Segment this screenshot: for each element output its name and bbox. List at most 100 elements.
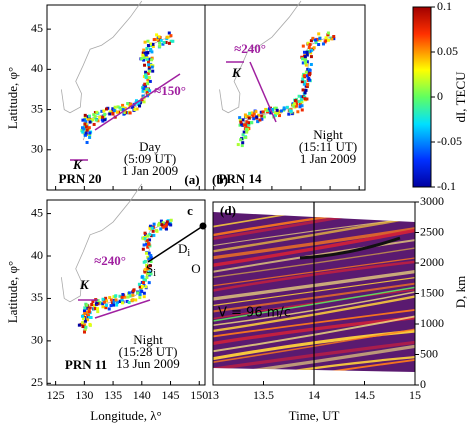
- x-tick-label: 13.5: [253, 388, 274, 402]
- tec-dot: [304, 88, 308, 92]
- tec-dot: [169, 34, 173, 38]
- tec-dot: [171, 39, 175, 43]
- tec-dot: [146, 60, 150, 64]
- tec-dot: [314, 41, 318, 45]
- tec-dot: [302, 50, 306, 54]
- tec-dot: [241, 133, 245, 137]
- tec-dot: [146, 255, 150, 259]
- colorbar: [412, 6, 432, 188]
- tec-dot: [77, 323, 81, 327]
- tec-dot: [167, 222, 171, 226]
- tec-dot: [165, 220, 169, 224]
- tec-dot: [285, 105, 289, 109]
- y-axis-label: Latitude, φ°: [5, 67, 20, 130]
- tec-dot: [309, 39, 313, 43]
- y-tick-label: 35: [31, 101, 43, 115]
- tec-dot: [300, 104, 304, 108]
- tec-dot: [83, 319, 87, 323]
- tec-dot: [135, 107, 139, 111]
- tec-dot: [243, 113, 247, 117]
- time-text: Night: [133, 332, 163, 347]
- tec-dot: [165, 35, 169, 39]
- tec-dot: [261, 110, 265, 114]
- tec-dot: [92, 122, 96, 126]
- tec-dot: [120, 295, 124, 299]
- tec-dot: [88, 135, 92, 139]
- tec-dot: [134, 298, 138, 302]
- tec-dot: [300, 100, 304, 104]
- tec-dot: [104, 306, 108, 310]
- tec-dot: [148, 224, 152, 228]
- tec-dot: [150, 50, 154, 54]
- tec-dot: [82, 330, 86, 334]
- y-tick-label: 2500: [420, 224, 444, 238]
- tec-dot: [96, 119, 100, 123]
- tec-dot: [143, 63, 147, 67]
- tec-dot: [301, 88, 305, 92]
- tec-dot: [146, 79, 150, 83]
- tec-dot: [148, 270, 152, 274]
- tec-dot: [145, 275, 149, 279]
- tec-dot: [269, 111, 273, 115]
- tec-dot: [81, 130, 85, 134]
- tec-dot: [108, 110, 112, 114]
- map-land: [60, 183, 173, 334]
- tec-dot: [145, 89, 149, 93]
- tec-dot: [102, 109, 106, 113]
- tec-dot: [330, 37, 334, 41]
- tec-dot: [96, 310, 100, 314]
- tec-dot: [83, 323, 87, 327]
- dark-feature: [299, 236, 401, 260]
- tec-dot: [257, 113, 261, 117]
- tec-dot: [86, 313, 90, 317]
- tec-dot: [155, 33, 159, 37]
- tec-dot: [250, 111, 254, 115]
- tec-dot: [125, 299, 129, 303]
- tec-dot: [142, 100, 146, 104]
- prn-label: PRN 20: [59, 171, 102, 186]
- tec-dot: [100, 118, 104, 122]
- tec-dot: [155, 229, 159, 233]
- tec-dot: [101, 297, 105, 301]
- tec-dot: [297, 94, 301, 98]
- tec-dot: [145, 56, 149, 60]
- tec-dot: [131, 298, 135, 302]
- tec-dot: [145, 263, 149, 267]
- tec-dot: [141, 51, 145, 55]
- tec-dot: [146, 39, 150, 43]
- tec-dot: [240, 144, 244, 148]
- tec-dot: [138, 292, 142, 296]
- tec-dot: [303, 97, 307, 101]
- tec-dot: [146, 267, 150, 271]
- tec-dot: [293, 102, 297, 106]
- tec-dot: [84, 120, 88, 124]
- tec-dot: [88, 133, 92, 137]
- x-tick-label: 13: [207, 388, 219, 402]
- tec-dot: [83, 113, 87, 117]
- tec-dot: [145, 238, 149, 242]
- tec-dot: [143, 40, 147, 44]
- colorbar-tick-label: 0.1: [437, 0, 452, 13]
- tec-dot: [137, 282, 141, 286]
- tec-dot: [118, 294, 122, 298]
- tec-dot: [275, 108, 279, 112]
- tec-dot: [258, 118, 262, 122]
- tec-dot: [270, 107, 274, 111]
- tec-dot: [140, 275, 144, 279]
- tec-dot: [115, 110, 119, 114]
- tec-dot: [146, 72, 150, 76]
- y-tick-label: 40: [31, 61, 43, 75]
- panel-label: (d): [220, 203, 236, 218]
- tec-dot: [142, 278, 146, 282]
- tec-dot: [306, 41, 310, 45]
- x-tick-label: 135: [104, 388, 122, 402]
- tec-dot: [82, 309, 86, 313]
- tec-dot: [300, 57, 304, 61]
- tec-dot: [138, 296, 142, 300]
- tec-dot: [104, 296, 108, 300]
- tec-dot: [295, 102, 299, 106]
- tec-dot: [254, 110, 258, 114]
- tec-dot: [162, 40, 166, 44]
- colorbar-label: dI, TECU: [453, 71, 468, 123]
- tec-dot: [305, 97, 309, 101]
